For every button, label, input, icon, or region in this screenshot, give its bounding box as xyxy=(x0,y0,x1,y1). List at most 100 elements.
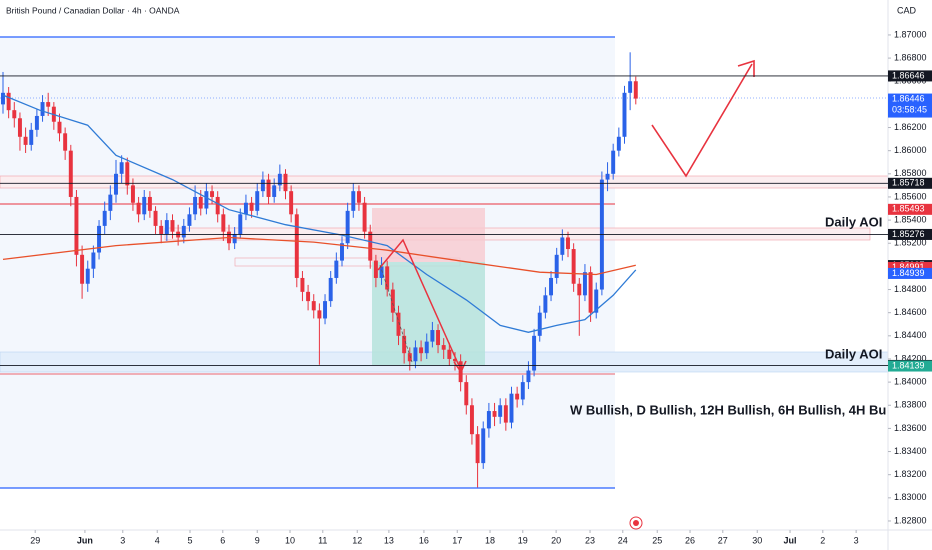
candle-body xyxy=(419,347,424,354)
candle-body xyxy=(34,115,39,130)
candle-body xyxy=(605,173,610,180)
y-tick-label: 1.83200 xyxy=(894,469,927,479)
candle-body xyxy=(469,405,474,435)
price-label-box xyxy=(888,203,932,215)
price-label-box xyxy=(888,261,932,273)
x-tick-label: 3 xyxy=(120,535,125,545)
price-label: 1.85276 xyxy=(892,229,925,239)
x-tick-label: Jul xyxy=(784,535,797,545)
price-label-box xyxy=(888,228,932,240)
price-label: 1.86646 xyxy=(892,70,925,80)
candle-body xyxy=(481,428,486,464)
x-tick-label: 10 xyxy=(285,535,295,545)
x-tick-label: 11 xyxy=(318,535,327,545)
currency: CAD xyxy=(897,5,917,15)
candle-body xyxy=(379,266,384,278)
candle-body xyxy=(119,162,124,174)
candle-body xyxy=(340,243,344,261)
stop-zone xyxy=(372,208,485,262)
y-tick-label: 1.86800 xyxy=(894,52,927,62)
candle-body xyxy=(102,210,107,226)
x-tick-label: 27 xyxy=(718,535,728,545)
candle-body xyxy=(503,405,508,423)
candle-body xyxy=(215,196,220,215)
candle-body xyxy=(91,252,96,269)
x-tick-label: 3 xyxy=(854,535,859,545)
price-label: 1.84939 xyxy=(892,268,925,278)
candle-body xyxy=(57,121,62,134)
y-tick-label: 1.85800 xyxy=(894,168,927,178)
arrow-head xyxy=(737,59,755,77)
candle-body xyxy=(566,237,570,250)
candle-body xyxy=(294,214,299,278)
candle-body xyxy=(537,312,542,336)
candle-body xyxy=(12,110,17,119)
candle-body xyxy=(323,301,328,319)
candle-body xyxy=(509,393,514,423)
x-tick-label: 2 xyxy=(820,535,825,545)
candle-body xyxy=(402,335,407,354)
candle-body xyxy=(611,150,616,174)
candle-body xyxy=(515,393,520,400)
candle-body xyxy=(390,289,395,313)
candle-body xyxy=(187,214,192,226)
candle-body xyxy=(328,277,333,302)
candle-body xyxy=(351,191,356,211)
candle-body xyxy=(68,150,73,197)
candle-body xyxy=(17,118,22,137)
candle-body xyxy=(453,358,457,362)
x-tick-label: 16 xyxy=(419,535,429,545)
y-tick-label: 1.85600 xyxy=(894,191,927,201)
candle-body xyxy=(164,220,169,234)
annotation: Daily AOI xyxy=(825,346,882,361)
candle-body xyxy=(249,202,254,211)
candle-body xyxy=(543,295,548,313)
candle-body xyxy=(526,370,531,383)
y-tick-label: 1.84200 xyxy=(894,353,927,363)
candle-body xyxy=(232,233,237,244)
candle-body xyxy=(40,102,45,116)
annotation-group: W Bullish, D Bullish, 12H Bullish, 6H Bu… xyxy=(570,402,886,417)
x-tick-label: 30 xyxy=(752,535,762,545)
candle-body xyxy=(260,179,265,192)
candle-body xyxy=(277,173,282,186)
y-tick-label: 1.83600 xyxy=(894,423,927,433)
candle-body xyxy=(193,196,198,215)
x-tick-label: 23 xyxy=(585,535,595,545)
price-label: 1.84139 xyxy=(892,360,925,370)
candle-body xyxy=(628,81,633,93)
x-tick-label: 19 xyxy=(518,535,528,545)
candle-body xyxy=(1,92,5,105)
event-icon[interactable] xyxy=(633,520,639,526)
candle-body xyxy=(492,411,497,417)
y-tick-label: 1.85400 xyxy=(894,214,927,224)
y-tick-label: 1.83400 xyxy=(894,446,927,456)
annotation: Daily AOI xyxy=(825,214,882,229)
y-tick-label: 1.85200 xyxy=(894,238,927,248)
candle-body xyxy=(29,129,34,145)
candle-body xyxy=(272,185,277,197)
candle-body xyxy=(130,185,135,203)
candle-body xyxy=(588,272,593,313)
candle-body xyxy=(475,434,480,464)
y-tick-label: 1.84000 xyxy=(894,376,927,386)
candle-body xyxy=(356,191,361,203)
x-tick-label: 25 xyxy=(652,535,662,545)
candle-body xyxy=(159,225,164,234)
y-tick-label: 1.84400 xyxy=(894,330,927,340)
candle-body xyxy=(255,191,260,211)
candle-body xyxy=(436,330,441,346)
candle-body xyxy=(198,196,203,209)
candle-body xyxy=(396,312,401,336)
dashed-line xyxy=(379,264,413,363)
candle-body xyxy=(74,196,79,255)
candle-body xyxy=(300,277,305,292)
price-label: 1.85718 xyxy=(892,178,925,188)
x-tick-label: 12 xyxy=(352,535,362,545)
candle-body xyxy=(616,136,621,151)
candle-body xyxy=(46,102,51,107)
price-label-box xyxy=(888,177,932,189)
x-tick-label: 9 xyxy=(255,535,260,545)
candle-body xyxy=(385,266,390,290)
candle-body xyxy=(633,81,638,99)
